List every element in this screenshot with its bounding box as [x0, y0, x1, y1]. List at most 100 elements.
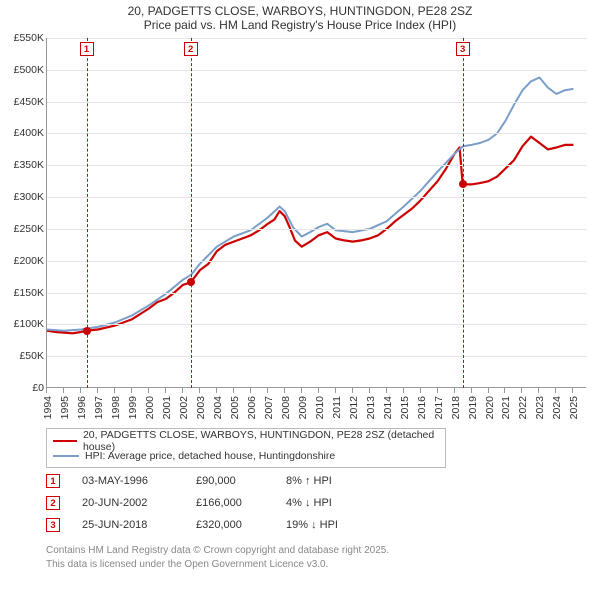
- x-axis-label: 2016: [416, 396, 428, 419]
- page-title-line2: Price paid vs. HM Land Registry's House …: [0, 18, 600, 32]
- y-axis-label: £550K: [4, 32, 44, 44]
- chart-marker-box: 3: [456, 42, 470, 56]
- x-axis-label: 2018: [450, 396, 462, 419]
- x-axis-label: 2024: [551, 396, 563, 419]
- x-axis-tick: [131, 388, 132, 393]
- x-axis-tick: [114, 388, 115, 393]
- x-axis-tick: [165, 388, 166, 393]
- x-axis-tick: [63, 388, 64, 393]
- x-axis-tick: [267, 388, 268, 393]
- table-row: 3 25-JUN-2018 £320,000 19% ↓ HPI: [46, 514, 366, 536]
- x-axis-tick: [284, 388, 285, 393]
- x-axis-label: 2017: [433, 396, 445, 419]
- x-axis-label: 2006: [246, 396, 258, 419]
- chart-gridline: [47, 261, 587, 262]
- x-axis-tick: [369, 388, 370, 393]
- x-axis-label: 1997: [93, 396, 105, 419]
- x-axis-label: 2019: [467, 396, 479, 419]
- legend-label: HPI: Average price, detached house, Hunt…: [85, 450, 335, 462]
- x-axis-label: 1994: [42, 396, 54, 419]
- chart-marker-dot: [459, 180, 467, 188]
- transaction-delta: 8% ↑ HPI: [286, 475, 366, 487]
- x-axis-tick: [352, 388, 353, 393]
- x-axis-label: 2012: [348, 396, 360, 419]
- y-axis-label: £350K: [4, 159, 44, 171]
- footer-line2: This data is licensed under the Open Gov…: [46, 558, 389, 572]
- x-axis-label: 2002: [178, 396, 190, 419]
- x-axis-tick: [521, 388, 522, 393]
- x-axis-tick: [488, 388, 489, 393]
- x-axis-label: 2025: [568, 396, 580, 419]
- transaction-date: 20-JUN-2002: [82, 497, 174, 509]
- x-axis-label: 2003: [195, 396, 207, 419]
- table-row: 2 20-JUN-2002 £166,000 4% ↓ HPI: [46, 492, 366, 514]
- x-axis-label: 2001: [161, 396, 173, 419]
- transaction-marker-box: 1: [46, 474, 60, 488]
- x-axis-tick: [471, 388, 472, 393]
- x-axis-label: 2005: [229, 396, 241, 419]
- chart-lines-svg: [47, 38, 587, 388]
- footer-line1: Contains HM Land Registry data © Crown c…: [46, 544, 389, 558]
- x-axis-tick: [250, 388, 251, 393]
- x-axis-label: 2023: [534, 396, 546, 419]
- x-axis-tick: [504, 388, 505, 393]
- x-axis-label: 1999: [127, 396, 139, 419]
- chart-marker-box: 2: [184, 42, 198, 56]
- x-axis-tick: [335, 388, 336, 393]
- legend-swatch: [53, 440, 77, 442]
- chart-gridline: [47, 324, 587, 325]
- y-axis-label: £450K: [4, 96, 44, 108]
- x-axis-label: 2013: [365, 396, 377, 419]
- x-axis-tick: [148, 388, 149, 393]
- x-axis-tick: [80, 388, 81, 393]
- x-axis-label: 2015: [399, 396, 411, 419]
- page-title-line1: 20, PADGETTS CLOSE, WARBOYS, HUNTINGDON,…: [0, 4, 600, 18]
- transaction-marker-box: 3: [46, 518, 60, 532]
- chart-gridline: [47, 133, 587, 134]
- x-axis-tick: [301, 388, 302, 393]
- x-axis-label: 2021: [500, 396, 512, 419]
- x-axis-label: 2007: [263, 396, 275, 419]
- x-axis-label: 2000: [144, 396, 156, 419]
- x-axis-tick: [555, 388, 556, 393]
- chart-marker-box: 1: [80, 42, 94, 56]
- x-axis-label: 1998: [110, 396, 122, 419]
- table-row: 1 03-MAY-1996 £90,000 8% ↑ HPI: [46, 470, 366, 492]
- chart-marker-dot: [83, 327, 91, 335]
- x-axis-tick: [437, 388, 438, 393]
- chart-marker-dot: [187, 278, 195, 286]
- y-axis-label: £300K: [4, 191, 44, 203]
- x-axis-label: 2010: [314, 396, 326, 419]
- x-axis-tick: [46, 388, 47, 393]
- x-axis-label: 2022: [517, 396, 529, 419]
- chart-gridline: [47, 197, 587, 198]
- chart-marker-line: [191, 38, 192, 388]
- x-axis-label: 1995: [59, 396, 71, 419]
- x-axis-tick: [386, 388, 387, 393]
- x-axis-tick: [233, 388, 234, 393]
- x-axis-tick: [199, 388, 200, 393]
- x-axis-tick: [182, 388, 183, 393]
- x-axis-label: 2008: [280, 396, 292, 419]
- chart-gridline: [47, 70, 587, 71]
- transaction-price: £320,000: [196, 519, 264, 531]
- x-axis-label: 2020: [484, 396, 496, 419]
- x-axis-tick: [538, 388, 539, 393]
- x-axis-tick: [318, 388, 319, 393]
- transaction-price: £90,000: [196, 475, 264, 487]
- y-axis-label: £500K: [4, 64, 44, 76]
- y-axis-label: £200K: [4, 255, 44, 267]
- transaction-table: 1 03-MAY-1996 £90,000 8% ↑ HPI 2 20-JUN-…: [46, 470, 366, 536]
- footer-attribution: Contains HM Land Registry data © Crown c…: [46, 544, 389, 571]
- chart-gridline: [47, 356, 587, 357]
- x-axis-tick: [454, 388, 455, 393]
- x-axis-tick: [403, 388, 404, 393]
- transaction-marker-box: 2: [46, 496, 60, 510]
- y-axis-label: £50K: [4, 350, 44, 362]
- price-chart: 123 £0£50K£100K£150K£200K£250K£300K£350K…: [0, 38, 600, 420]
- transaction-delta: 19% ↓ HPI: [286, 519, 366, 531]
- chart-gridline: [47, 102, 587, 103]
- y-axis-label: £250K: [4, 223, 44, 235]
- x-axis-label: 2014: [382, 396, 394, 419]
- x-axis-tick: [216, 388, 217, 393]
